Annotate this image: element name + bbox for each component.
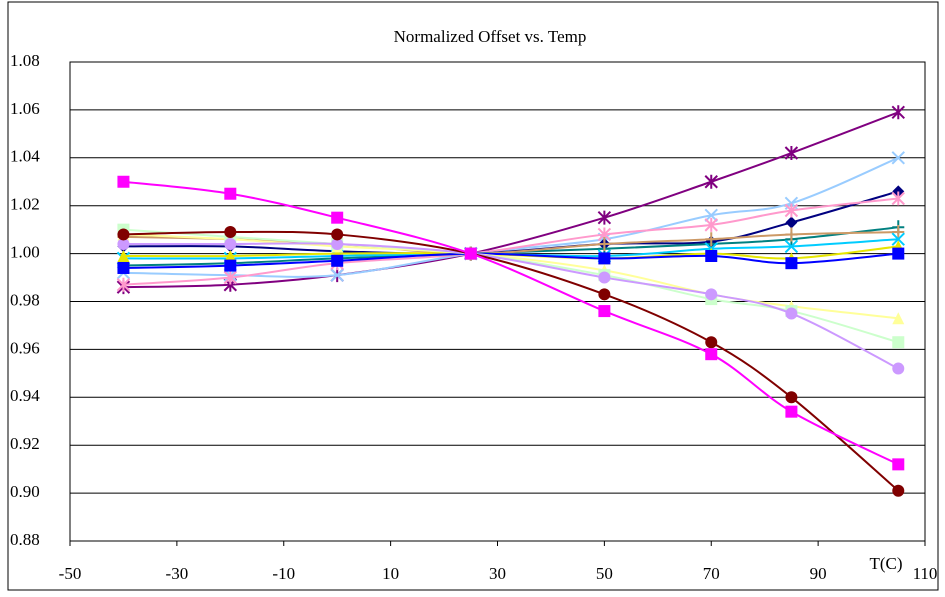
marker: [892, 312, 905, 325]
marker: [224, 249, 237, 262]
series-line: [123, 233, 899, 320]
marker: [331, 228, 344, 241]
marker: [705, 348, 718, 361]
x-tick-label: 10: [382, 564, 399, 583]
marker: [116, 277, 131, 292]
marker: [785, 405, 798, 418]
marker: [331, 254, 344, 267]
plot-area: [69, 61, 926, 542]
marker: [117, 238, 130, 251]
marker: [117, 261, 130, 274]
marker: [224, 238, 237, 251]
marker: [598, 237, 611, 252]
marker: [598, 288, 611, 301]
marker: [784, 203, 799, 218]
marker: [598, 271, 611, 284]
marker: [784, 239, 799, 254]
y-tick-label: 1.08: [10, 51, 40, 70]
x-tick-label: 90: [810, 564, 827, 583]
marker: [784, 146, 799, 161]
marker: [785, 257, 798, 270]
marker: [891, 191, 905, 206]
marker: [704, 208, 718, 222]
marker: [598, 305, 611, 318]
y-tick-label: 1.04: [10, 147, 40, 166]
x-tick-label: -10: [272, 564, 295, 583]
marker: [785, 227, 798, 242]
marker: [117, 249, 130, 262]
marker: [704, 174, 718, 189]
y-tick-label: 0.96: [10, 338, 40, 357]
marker: [223, 270, 238, 285]
chart-title: Normalized Offset vs. Temp: [394, 27, 587, 46]
marker: [117, 175, 130, 188]
y-tick-label: 1.00: [10, 243, 40, 262]
marker: [892, 458, 905, 471]
series-line: [123, 242, 899, 370]
y-tick-label: 0.98: [10, 290, 40, 309]
marker: [224, 226, 237, 239]
marker: [224, 187, 237, 200]
marker: [892, 247, 905, 260]
y-tick-label: 0.92: [10, 434, 40, 453]
y-tick-label: 1.06: [10, 99, 40, 118]
marker: [331, 211, 344, 224]
marker: [705, 249, 718, 262]
y-tick-label: 0.94: [10, 386, 40, 405]
x-tick-label: -30: [166, 564, 189, 583]
series-line: [123, 252, 899, 269]
x-tick-label: 50: [596, 564, 613, 583]
marker: [785, 391, 798, 404]
marker: [892, 225, 905, 240]
marker: [892, 484, 905, 497]
marker: [892, 362, 905, 375]
series-line: [123, 197, 899, 286]
x-tick-label: 110: [913, 564, 938, 583]
x-tick-label: -50: [59, 564, 82, 583]
x-tick-label: 30: [489, 564, 506, 583]
marker: [117, 228, 130, 241]
y-tick-label: 0.88: [10, 530, 40, 549]
marker: [224, 259, 237, 272]
series-line: [123, 180, 899, 466]
marker: [891, 151, 905, 165]
marker: [330, 268, 344, 282]
marker: [705, 336, 718, 349]
marker: [598, 252, 611, 265]
x-tick-label: 70: [703, 564, 720, 583]
marker: [705, 232, 718, 247]
marker: [891, 232, 905, 246]
marker: [331, 238, 344, 251]
marker: [597, 210, 612, 225]
chart-frame: [7, 1, 939, 591]
marker: [704, 217, 718, 232]
marker: [891, 105, 905, 120]
marker: [705, 288, 718, 301]
y-tick-label: 0.90: [10, 482, 40, 501]
y-tick-label: 1.02: [10, 195, 40, 214]
marker: [892, 336, 905, 349]
x-axis-label: T(C): [869, 554, 902, 573]
marker: [785, 216, 798, 229]
series-line: [123, 111, 899, 289]
marker: [785, 307, 798, 320]
marker: [464, 247, 477, 260]
